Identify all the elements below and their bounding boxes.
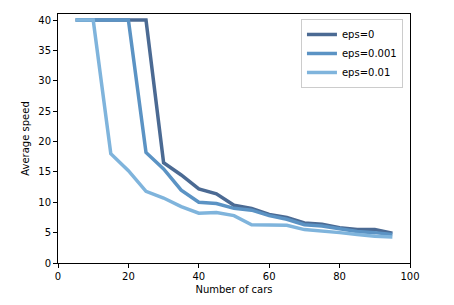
svg-text:eps=0.01: eps=0.01 xyxy=(342,67,390,78)
svg-text:5: 5 xyxy=(45,227,51,238)
svg-text:40: 40 xyxy=(38,15,51,26)
svg-text:20: 20 xyxy=(122,271,135,282)
svg-text:35: 35 xyxy=(38,45,51,56)
svg-text:80: 80 xyxy=(333,271,346,282)
svg-text:15: 15 xyxy=(38,166,51,177)
svg-text:Average speed: Average speed xyxy=(20,101,31,175)
svg-text:eps=0: eps=0 xyxy=(342,29,374,40)
svg-text:100: 100 xyxy=(400,271,419,282)
svg-text:10: 10 xyxy=(38,197,51,208)
svg-text:25: 25 xyxy=(38,106,51,117)
svg-text:Number of cars: Number of cars xyxy=(195,284,272,295)
svg-text:60: 60 xyxy=(263,271,276,282)
svg-text:0: 0 xyxy=(55,271,61,282)
svg-text:0: 0 xyxy=(45,258,51,269)
svg-text:eps=0.001: eps=0.001 xyxy=(342,48,397,59)
svg-text:40: 40 xyxy=(192,271,205,282)
svg-text:30: 30 xyxy=(38,75,51,86)
svg-text:20: 20 xyxy=(38,136,51,147)
